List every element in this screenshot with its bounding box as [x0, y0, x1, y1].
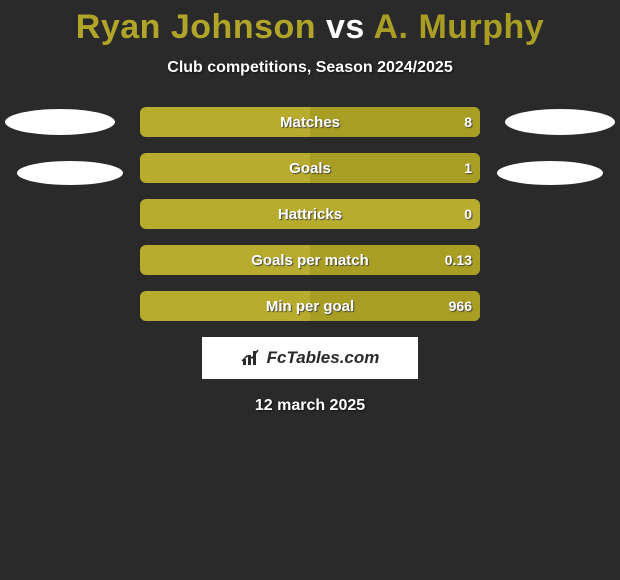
- stat-bar: [140, 245, 480, 275]
- stat-bar: [140, 199, 480, 229]
- player2-oval-top: [505, 109, 615, 135]
- comparison-area: Matches8 Goals1 Hattricks0 Goals per match0…: [0, 107, 620, 321]
- title-player2: A. Murphy: [374, 8, 545, 46]
- stat-row: Hattricks0: [140, 199, 480, 229]
- branding-box: FcTables.com: [202, 337, 418, 379]
- player1-oval-top: [5, 109, 115, 135]
- stat-bar: [140, 107, 480, 137]
- player1-oval-bottom: [17, 161, 123, 185]
- title-player1: Ryan Johnson: [76, 8, 316, 46]
- stat-row: Goals per match0.13: [140, 245, 480, 275]
- bar-right-fill: [310, 153, 480, 183]
- title-vs: vs: [326, 8, 365, 46]
- bar-right-fill: [310, 291, 480, 321]
- bar-empty: [140, 199, 480, 229]
- stat-row: Matches8: [140, 107, 480, 137]
- subtitle: Club competitions, Season 2024/2025: [0, 59, 620, 77]
- stat-row: Min per goal966: [140, 291, 480, 321]
- bar-right-fill: [310, 245, 480, 275]
- stat-rows: Matches8 Goals1 Hattricks0 Goals per match0…: [140, 107, 480, 321]
- branding-text: FcTables.com: [267, 348, 380, 368]
- chart-icon: [241, 349, 261, 367]
- date-text: 12 march 2025: [0, 397, 620, 415]
- title: Ryan Johnson vs A. Murphy: [0, 0, 620, 47]
- stat-bar: [140, 291, 480, 321]
- stat-bar: [140, 153, 480, 183]
- player2-oval-bottom: [497, 161, 603, 185]
- stat-row: Goals1: [140, 153, 480, 183]
- bar-right-fill: [310, 107, 480, 137]
